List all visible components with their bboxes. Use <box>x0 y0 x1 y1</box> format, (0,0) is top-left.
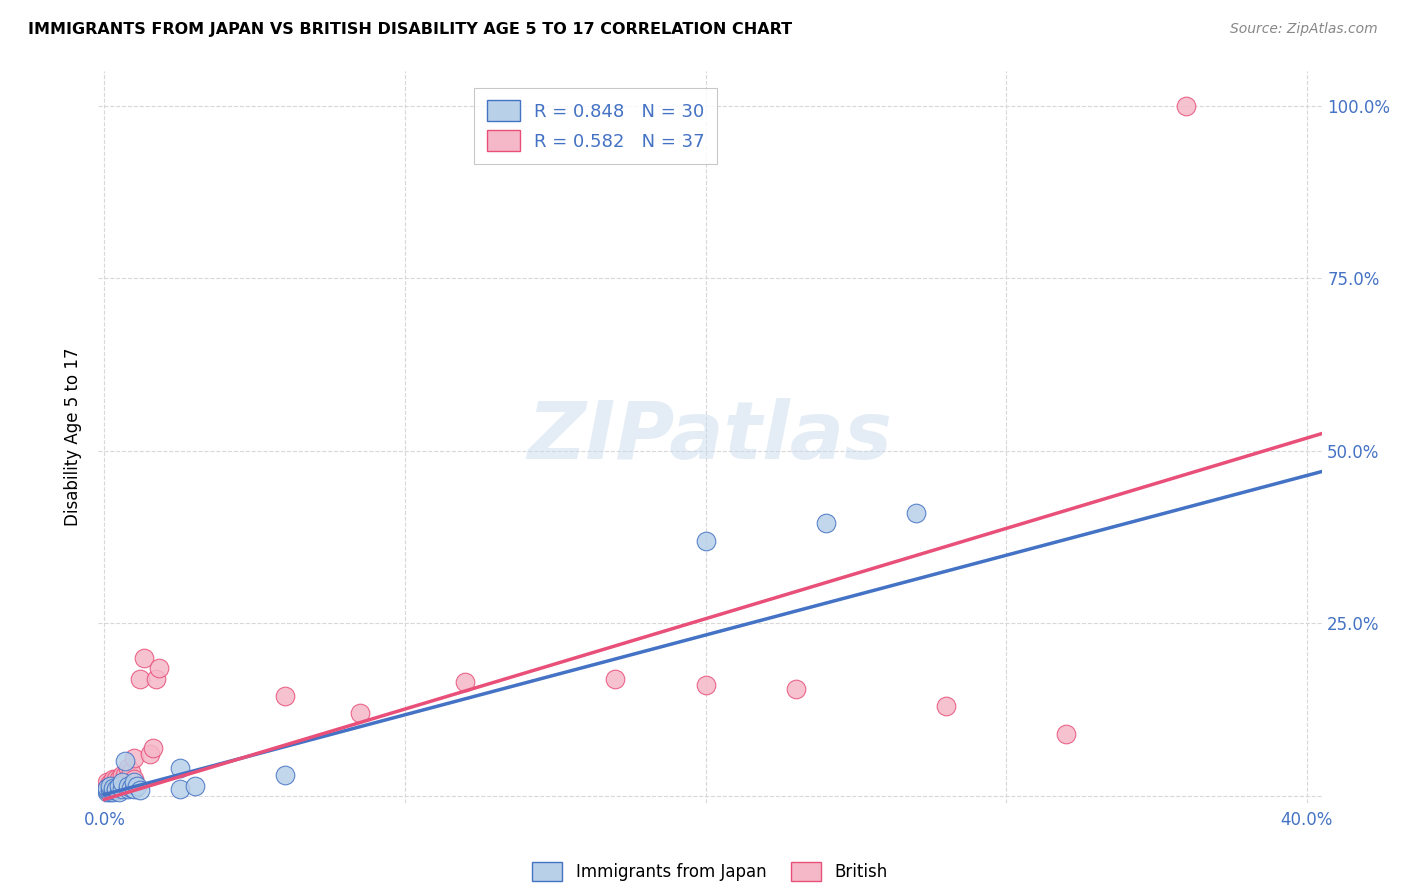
Point <box>96 782 118 797</box>
Point <box>103 780 125 795</box>
Legend: Immigrants from Japan, British: Immigrants from Japan, British <box>526 855 894 888</box>
Point <box>108 785 131 799</box>
Point <box>100 785 122 799</box>
Point <box>121 764 143 779</box>
Point <box>108 772 131 786</box>
Point <box>148 661 170 675</box>
Point <box>814 516 837 531</box>
Point <box>169 761 191 775</box>
Point <box>96 783 118 797</box>
Point <box>132 651 155 665</box>
Point <box>114 775 136 789</box>
Point <box>935 699 957 714</box>
Point <box>129 783 152 797</box>
Point <box>169 782 191 797</box>
Point <box>349 706 371 720</box>
Point <box>96 779 118 793</box>
Point <box>124 782 146 797</box>
Point <box>100 782 122 797</box>
Point <box>105 772 128 786</box>
Point <box>105 782 128 797</box>
Point <box>114 768 136 782</box>
Point <box>111 782 134 797</box>
Point <box>111 775 134 789</box>
Point <box>138 747 160 762</box>
Point <box>108 776 131 790</box>
Point <box>117 779 139 793</box>
Point <box>111 779 134 793</box>
Point <box>695 533 717 548</box>
Point <box>96 785 118 799</box>
Point <box>183 779 205 793</box>
Point <box>785 681 807 696</box>
Point <box>1175 99 1198 113</box>
Point <box>103 783 125 797</box>
Point <box>114 755 136 769</box>
Point <box>141 740 163 755</box>
Point <box>274 768 297 782</box>
Text: ZIPatlas: ZIPatlas <box>527 398 893 476</box>
Point <box>103 780 125 795</box>
Text: IMMIGRANTS FROM JAPAN VS BRITISH DISABILITY AGE 5 TO 17 CORRELATION CHART: IMMIGRANTS FROM JAPAN VS BRITISH DISABIL… <box>28 22 792 37</box>
Point <box>117 772 139 786</box>
Point <box>274 689 297 703</box>
Point <box>129 672 152 686</box>
Point <box>103 785 125 799</box>
Point <box>103 775 125 789</box>
Point <box>117 761 139 775</box>
Point <box>124 751 146 765</box>
Point <box>127 779 149 793</box>
Text: Source: ZipAtlas.com: Source: ZipAtlas.com <box>1230 22 1378 37</box>
Point <box>454 675 477 690</box>
Point <box>1054 727 1077 741</box>
Point <box>96 775 118 789</box>
Point <box>605 672 627 686</box>
Point <box>100 776 122 790</box>
Point <box>105 783 128 797</box>
Point <box>117 782 139 797</box>
Y-axis label: Disability Age 5 to 17: Disability Age 5 to 17 <box>65 348 83 526</box>
Point <box>108 779 131 793</box>
Point <box>108 782 131 797</box>
Point <box>124 775 146 789</box>
Point <box>124 772 146 786</box>
Point <box>904 506 927 520</box>
Point <box>105 779 128 793</box>
Point <box>96 780 118 795</box>
Point <box>121 780 143 795</box>
Point <box>100 779 122 793</box>
Point <box>100 783 122 797</box>
Point <box>145 672 167 686</box>
Point <box>111 768 134 782</box>
Point <box>695 678 717 692</box>
Point <box>103 772 125 786</box>
